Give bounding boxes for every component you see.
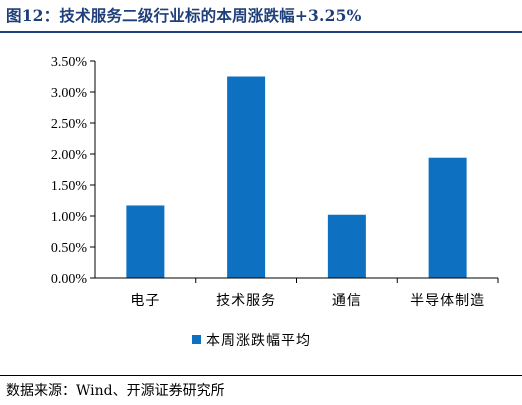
- legend-label: 本周涨跌幅平均: [206, 333, 311, 349]
- bar-chart: 0.00% 0.50% 1.00% 1.50% 2.00% 2.50% 3.00% 3.50%…: [51, 55, 499, 349]
- y-axis: 0.00% 0.50% 1.00% 1.50% 2.00% 2.50% 3.00% 3.50%: [51, 55, 96, 287]
- y-tick-label: 0.00%: [51, 272, 88, 287]
- bars-group: [126, 76, 467, 278]
- y-tick-label: 3.00%: [51, 86, 88, 101]
- bar-2: [327, 214, 366, 278]
- source-note: 数据来源：Wind、开源证券研究所: [6, 383, 225, 399]
- y-tick-label: 0.50%: [51, 241, 88, 256]
- y-tick-label: 3.50%: [51, 55, 88, 70]
- source-divider: [0, 375, 522, 376]
- x-category-label: 技术服务: [216, 293, 276, 309]
- y-tick-label: 2.00%: [51, 148, 88, 163]
- bar-1: [227, 76, 266, 278]
- title-divider: [0, 31, 522, 33]
- bar-0: [126, 205, 165, 278]
- y-tick-label: 1.50%: [51, 179, 88, 194]
- x-category-label: 电子: [130, 293, 160, 309]
- chart-title: 图12：技术服务二级行业标的本周涨跌幅+3.25%: [6, 6, 362, 25]
- y-tick-label: 2.50%: [51, 117, 88, 132]
- y-tick-label: 1.00%: [51, 210, 88, 225]
- bar-3: [428, 157, 467, 278]
- x-axis: 电子 技术服务 通信 半导体制造: [95, 277, 499, 309]
- x-category-label: 通信: [332, 293, 362, 309]
- x-category-label: 半导体制造: [410, 293, 485, 309]
- legend-swatch: [192, 335, 201, 344]
- legend: 本周涨跌幅平均: [192, 333, 311, 349]
